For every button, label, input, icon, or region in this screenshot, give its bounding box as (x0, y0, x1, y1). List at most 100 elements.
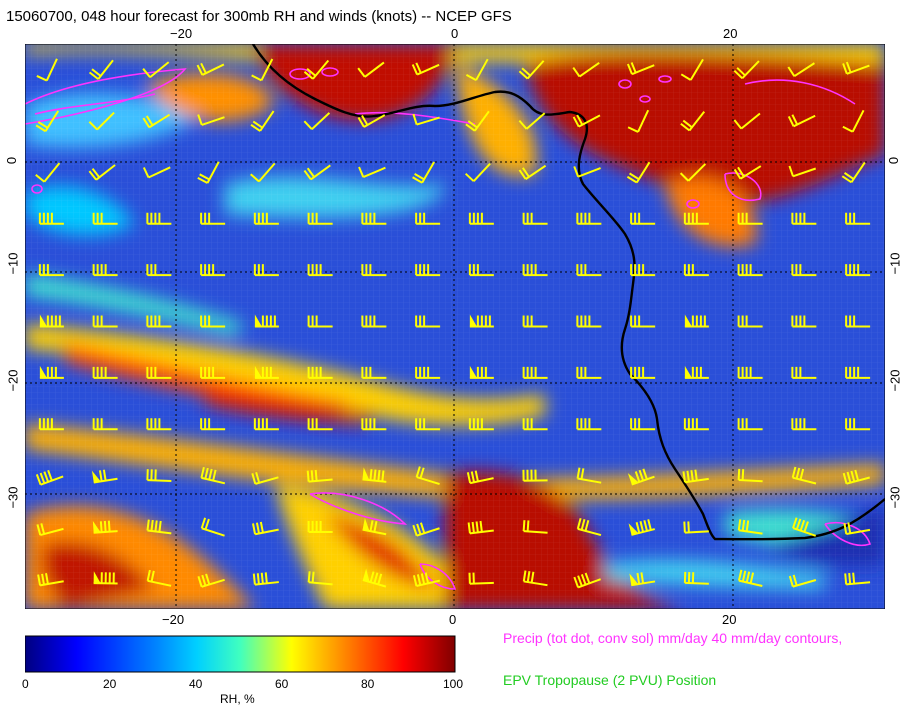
rh-wind-map (25, 44, 885, 609)
wind-barb (627, 468, 655, 486)
wind-barb (791, 366, 817, 379)
wind-barb (573, 166, 601, 178)
wind-barb (35, 162, 61, 183)
wind-barb (146, 264, 172, 277)
tropopause-legend: EPV Tropopause (2 PVU) Position (503, 672, 717, 688)
wind-barb (788, 574, 817, 588)
wind-barb (628, 519, 656, 536)
wind-barb (39, 365, 64, 379)
lat-right-tick-minus20: −20 (887, 369, 903, 392)
wind-barb (791, 315, 817, 328)
wind-barb (576, 366, 602, 379)
wind-barb (252, 521, 279, 536)
wind-barb (200, 212, 226, 225)
wind-barb (361, 315, 387, 328)
wind-barb (92, 315, 118, 328)
wind-barb (362, 467, 387, 483)
wind-barb (842, 109, 865, 133)
wind-barb (465, 110, 490, 132)
wind-barb (841, 161, 866, 184)
wind-barb (737, 519, 763, 535)
wind-barb (358, 166, 386, 179)
wind-barb (251, 471, 279, 485)
wind-barb (307, 366, 333, 379)
wind-barb (626, 161, 651, 184)
wind-barb (630, 264, 656, 277)
wind-barb (307, 418, 333, 431)
wind-barb (842, 61, 870, 75)
lat-left-tick-minus30: −30 (5, 486, 21, 509)
wind-barb (92, 264, 118, 277)
wind-barb (576, 418, 602, 431)
wind-barb (415, 264, 441, 277)
lat-right-tick-0: 0 (886, 156, 902, 165)
wind-barb (845, 212, 871, 225)
wind-barb (303, 164, 331, 181)
wind-barb (737, 212, 763, 225)
wind-barb (733, 112, 761, 130)
wind-barb (38, 264, 64, 277)
wind-barb (576, 264, 602, 277)
wind-barb (146, 519, 172, 535)
wind-barb (791, 466, 817, 485)
wind-barb (146, 315, 172, 328)
wind-barb (468, 572, 494, 585)
colorbar-tick-100: 100 (443, 677, 464, 691)
wind-barb (737, 315, 763, 328)
wind-barb (630, 366, 656, 379)
wind-barb (303, 112, 331, 130)
wind-barb (788, 165, 817, 178)
colorbar-tick-80: 80 (361, 677, 375, 691)
wind-barb (845, 315, 871, 328)
wind-barb (466, 470, 494, 485)
wind-barb (357, 61, 385, 78)
lon-bottom-tick-minus20: −20 (162, 612, 185, 627)
wind-barb (522, 520, 548, 534)
lat-left-tick-minus10: −10 (5, 252, 21, 275)
lon-top-tick-0: 0 (451, 26, 459, 41)
wind-barb (200, 366, 226, 379)
wind-barb (92, 212, 118, 225)
wind-barb (197, 161, 220, 184)
wind-barb (306, 469, 333, 483)
wind-barb (522, 570, 548, 587)
precip-contours (25, 67, 872, 590)
wind-barb (362, 568, 387, 588)
wind-barb (361, 366, 387, 379)
wind-barb (254, 314, 279, 328)
wind-barb (630, 315, 656, 328)
lon-bottom-tick-20: 20 (722, 612, 737, 627)
wind-barb (35, 110, 60, 133)
wind-barb (146, 569, 172, 587)
wind-barb (412, 113, 440, 126)
wind-barb (845, 418, 871, 431)
wind-barb (412, 161, 435, 184)
wind-barb (844, 572, 871, 586)
wind-barb (576, 315, 602, 328)
wind-barb (843, 522, 871, 536)
wind-barb (88, 111, 115, 131)
wind-barb (737, 418, 763, 431)
wind-barb (197, 114, 225, 126)
wind-barb (630, 212, 656, 225)
lon-top-tick-20: 20 (723, 26, 738, 41)
wind-barb (303, 59, 330, 80)
wind-barb (146, 469, 172, 483)
precip-legend: Precip (tot dot, conv sol) mm/day 40 mm/… (503, 630, 843, 646)
wind-barb (88, 59, 114, 80)
wind-barb (682, 469, 709, 484)
lat-left-tick-minus20: −20 (5, 369, 21, 392)
wind-barb (142, 166, 171, 179)
wind-barb (572, 61, 600, 78)
wind-barb (142, 61, 170, 79)
wind-barb (251, 58, 274, 82)
wind-barb (465, 58, 489, 82)
wind-barb (683, 418, 709, 431)
wind-barb (468, 212, 494, 225)
wind-barb (412, 522, 440, 537)
wind-barb (629, 572, 656, 587)
wind-barb (683, 571, 709, 585)
wind-barb (253, 212, 279, 225)
wind-barb (787, 62, 815, 78)
wind-barb (250, 110, 275, 132)
